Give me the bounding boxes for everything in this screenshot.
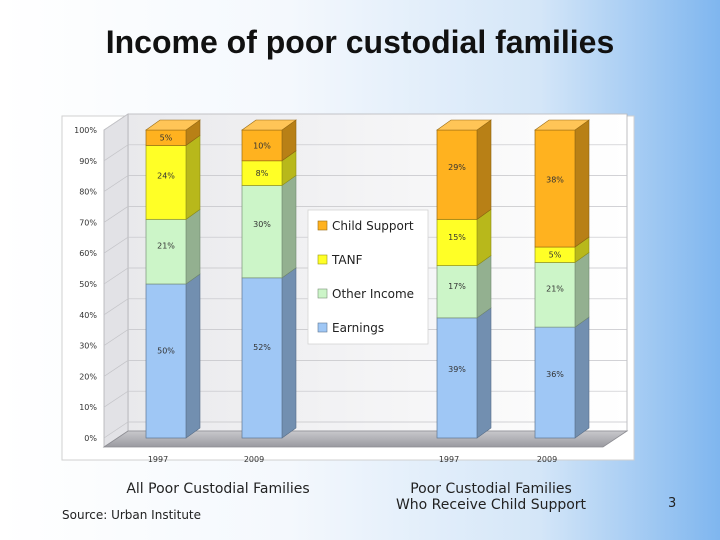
y-tick-label: 100% — [74, 126, 97, 135]
data-label: 17% — [448, 282, 466, 291]
bar-segment-side — [281, 174, 297, 279]
y-tick-label: 70% — [79, 218, 97, 227]
legend-swatch — [317, 220, 328, 231]
bar-segment — [534, 326, 576, 439]
y-tick-label: 40% — [79, 311, 97, 320]
group-caption-child-support-families: Poor Custodial Families Who Receive Chil… — [395, 481, 587, 513]
data-label: 50% — [157, 346, 175, 355]
data-label: 5% — [549, 251, 562, 260]
bar-segment-side — [476, 307, 492, 439]
data-label: 21% — [546, 285, 564, 294]
chart-side-wall — [103, 113, 129, 448]
bar-segment — [241, 277, 283, 439]
y-tick-label: 0% — [84, 434, 97, 443]
group-caption-all-families: All Poor Custodial Families — [126, 481, 310, 497]
data-label: 8% — [256, 169, 269, 178]
x-tick-label: 2009 — [537, 455, 557, 464]
y-tick-label: 30% — [79, 342, 97, 351]
y-tick-label: 80% — [79, 188, 97, 197]
legend-swatch — [317, 322, 328, 333]
data-label: 10% — [253, 141, 271, 150]
page-number: 3 — [668, 496, 677, 511]
bar-segment — [145, 283, 187, 439]
data-label: 39% — [448, 365, 466, 374]
slide-title: Income of poor custodial families — [105, 24, 615, 60]
bar-segment-side — [574, 251, 590, 328]
y-tick-label: 90% — [79, 157, 97, 166]
data-label: 15% — [448, 233, 466, 242]
bar-segment — [436, 265, 478, 319]
chart-floor — [102, 430, 629, 448]
bar-segment — [145, 218, 187, 285]
bar-top — [534, 119, 590, 131]
y-tick-label: 50% — [79, 280, 97, 289]
y-axis-ticks: 0% 10% 20% 30% 40% 50% 60% 70% 80% 90% 100% — [74, 126, 97, 443]
legend-label: Earnings — [332, 321, 384, 335]
bar-segment — [241, 129, 283, 162]
bar-segment — [534, 129, 576, 248]
bar-top — [145, 119, 201, 131]
source-note: Source: Urban Institute — [62, 508, 202, 522]
bar-segment — [436, 317, 478, 439]
data-label: 24% — [157, 172, 175, 181]
legend-label: Other Income — [332, 287, 414, 301]
data-label: 36% — [546, 370, 564, 379]
bar-segment — [534, 262, 576, 328]
gridline — [103, 113, 627, 131]
chart-bars: 50% 21% 24% 5% 52% 30% 8% 10% 39% 17% 15% 29% 36% 21%… — [145, 119, 590, 439]
data-label: 52% — [253, 343, 271, 352]
bar-segment-side — [476, 254, 492, 319]
bar-segment — [241, 185, 283, 279]
bar-segment-side — [185, 208, 201, 285]
bar-segment — [436, 218, 478, 266]
chart-legend: Child Support TANF Other Income Earnings — [307, 209, 429, 345]
legend-label: Child Support — [332, 219, 414, 233]
legend-swatch — [317, 254, 328, 265]
bar-segment — [436, 129, 478, 220]
data-label: 21% — [157, 241, 175, 250]
bar-top — [436, 119, 492, 131]
data-label: 29% — [448, 163, 466, 172]
data-label: 38% — [546, 176, 564, 185]
bar-segment-side — [476, 119, 492, 220]
x-axis-ticks: 1997 2009 1997 2009 — [148, 455, 557, 464]
x-tick-label: 1997 — [148, 455, 168, 464]
bar-top — [241, 119, 297, 131]
data-label: 5% — [160, 134, 173, 143]
y-tick-label: 10% — [79, 403, 97, 412]
bar-segment-side — [574, 119, 590, 248]
legend-box — [307, 209, 429, 345]
legend-label: TANF — [331, 253, 363, 267]
y-tick-label: 60% — [79, 249, 97, 258]
bar-segment-side — [185, 273, 201, 439]
bar-segment-side — [281, 267, 297, 439]
bar-segment — [145, 145, 187, 220]
legend-swatch — [317, 288, 328, 299]
bar-segment-side — [574, 316, 590, 439]
y-tick-label: 20% — [79, 372, 97, 381]
data-label: 30% — [253, 220, 271, 229]
x-tick-label: 2009 — [244, 455, 264, 464]
x-tick-label: 1997 — [439, 455, 459, 464]
bar-segment-side — [185, 134, 201, 220]
